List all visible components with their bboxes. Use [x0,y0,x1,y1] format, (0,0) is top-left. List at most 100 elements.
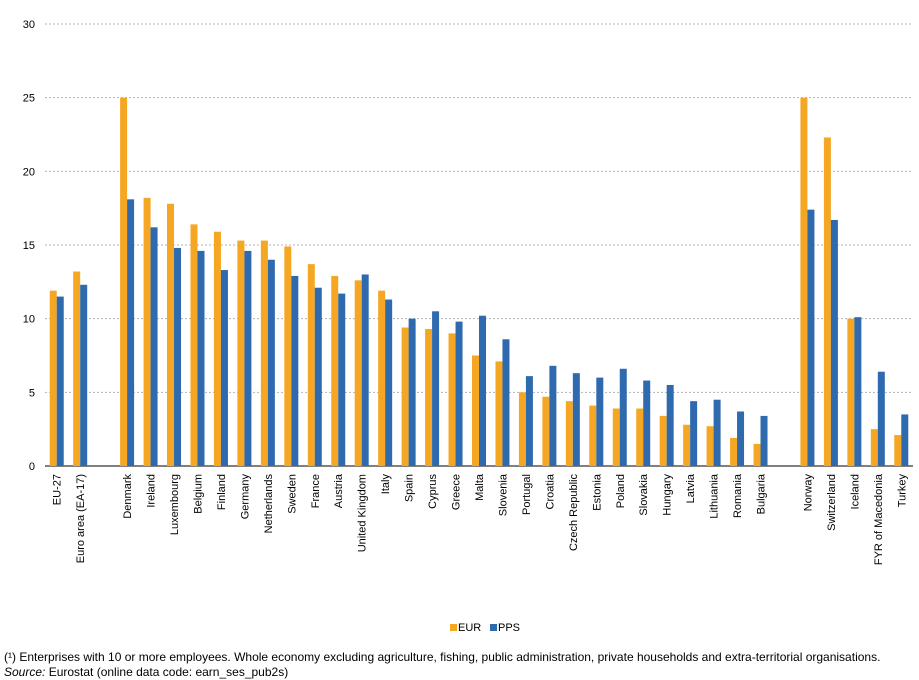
y-tick-label: 25 [23,93,35,105]
bar-pps [385,299,393,466]
bar-eur [823,137,831,467]
x-tick-label: Czech Republic [568,474,580,552]
bar-eur [542,396,550,466]
bar-eur [589,405,597,466]
bar-eur [167,203,175,466]
bar-eur [401,327,409,466]
bar-pps [666,384,674,466]
x-tick-label: Denmark [122,474,134,519]
bar-pps [174,247,182,466]
bar-pps [220,270,228,466]
x-tick-label: United Kingdom [357,474,369,552]
footnote-source: Source: Eurostat (online data code: earn… [4,665,288,680]
bar-pps [854,317,862,466]
bar-eur [518,392,526,466]
bar-pps [80,284,88,466]
x-tick-label: Bulgaria [756,473,768,514]
x-tick-label: Malta [474,473,486,501]
bar-eur [213,231,221,466]
x-tick-label: Slovenia [497,473,509,516]
bar-eur [448,333,456,466]
y-tick-label: 10 [23,314,35,326]
x-tick-label: Croatia [544,473,556,509]
x-tick-label: Luxembourg [169,474,181,535]
bar-pps [713,399,721,466]
x-tick-label: Germany [239,474,251,520]
bar-pps [267,259,275,466]
x-tick-label: Hungary [662,474,674,516]
bar-pps [455,321,463,466]
bar-pps [807,209,815,466]
bar-pps [619,368,627,466]
footnote-note: (¹) Enterprises with 10 or more employee… [4,650,881,664]
bar-eur [378,290,386,466]
x-tick-label: Sweden [286,474,298,514]
bar-pps [760,415,768,466]
bar-eur [49,290,57,466]
x-tick-label: France [310,474,322,508]
x-tick-label: Romania [732,473,744,518]
x-tick-label: Switzerland [826,474,838,531]
bar-eur [190,224,198,466]
x-tick-label: Finland [216,474,228,510]
x-tick-label: Spain [404,474,416,502]
bar-pps [408,318,416,466]
bar-pps [830,219,838,466]
bar-pps [596,377,604,466]
y-tick-label: 0 [29,461,35,473]
bar-pps [197,250,205,466]
bar-pps [643,380,651,466]
x-tick-label: Iceland [849,474,861,509]
x-tick-label: Slovakia [638,473,650,515]
x-tick-label: Cyprus [427,474,439,509]
bar-eur [425,328,433,466]
bar-pps [291,275,299,466]
x-tick-label: Euro area (EA-17) [75,474,87,563]
bar-eur [307,264,315,466]
bar-eur [659,415,667,466]
y-tick-label: 30 [23,19,35,31]
bar-eur [331,275,339,466]
x-tick-label: Netherlands [263,474,275,534]
bar-eur [120,97,128,467]
x-tick-label: EU-27 [52,474,64,505]
y-tick-label: 5 [29,387,35,399]
bar-eur [730,438,738,466]
bar-pps [525,376,533,466]
x-tick-label: Estonia [591,473,603,511]
bar-pps [361,274,369,466]
bar-eur [636,408,644,466]
bar-pps [56,296,64,466]
source-label: Source: [4,665,46,679]
bar-eur [354,280,362,466]
x-tick-label: Portugal [521,474,533,515]
bar-eur [472,355,479,466]
x-tick-label: Latvia [685,473,697,503]
bar-pps [479,315,486,466]
y-tick-label: 15 [23,240,35,252]
bar-pps [572,373,580,466]
bar-eur [73,271,81,466]
legend-label-eur: EUR [458,622,481,634]
bar-eur [847,318,855,466]
bar-chart: 0 5 10 15 20 25 30 EU-27 Euro area (EA-17) Denma… [23,19,913,634]
bar-eur [612,408,620,466]
bar-eur [800,97,808,467]
x-tick-label: Austria [333,473,345,508]
bar-eur [753,443,761,466]
legend: EUR PPS [450,622,520,634]
source-text: Eurostat (online data code: earn_ses_pub… [45,665,289,679]
bar-eur [260,240,268,466]
bar-pps [737,411,745,466]
bar-eur [870,429,878,466]
bar-eur [143,197,151,466]
x-tick-label: FYR of Macedonia [873,473,885,565]
x-tick-label: Lithuania [709,473,721,519]
bar-pps [244,250,252,466]
bar-pps [150,227,158,466]
x-tick-label: Belgium [192,474,204,514]
bar-pps [877,371,885,466]
bar-pps [901,414,909,466]
bar-eur [894,435,902,466]
legend-label-pps: PPS [498,622,520,634]
